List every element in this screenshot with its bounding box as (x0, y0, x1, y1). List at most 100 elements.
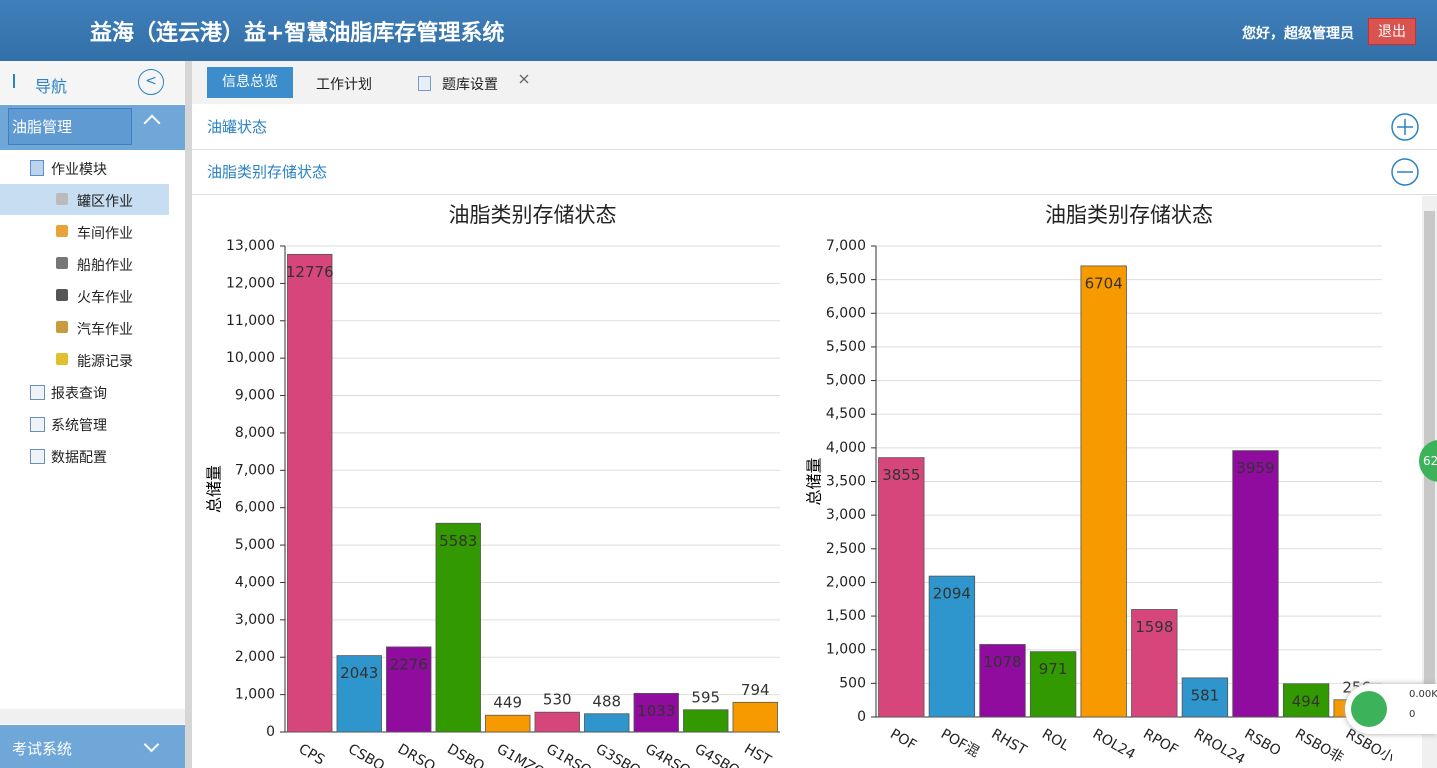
x-tick-label: ROL24 (1090, 726, 1138, 763)
tree-item[interactable]: 车间作业 (77, 226, 133, 242)
bar (732, 701, 778, 733)
x-tick-label: RPOF (1140, 726, 1180, 758)
data-label: 3855 (882, 466, 920, 484)
tab[interactable]: 题库设置 (442, 77, 498, 93)
panel-title[interactable]: 油脂类别存储状态 (207, 163, 328, 181)
x-tick-label: DRSO (395, 741, 438, 768)
tree-item[interactable]: 能源记录 (77, 354, 133, 370)
x-tick-label: RHST (989, 726, 1030, 759)
y-tick-label: 5,000 (826, 373, 866, 389)
x-tick-label: G3SBO (593, 741, 643, 768)
wifi-icon (1351, 691, 1387, 727)
tree-item[interactable]: 作业模块 (51, 162, 107, 178)
y-tick-label: 2,000 (826, 574, 866, 590)
expand-button[interactable] (1390, 112, 1420, 142)
tree-icon (56, 353, 68, 365)
tab[interactable]: 工作计划 (316, 77, 372, 93)
panel-title[interactable]: 油罐状态 (207, 118, 268, 136)
y-tick-label: 0 (857, 709, 866, 725)
splitter (185, 61, 192, 768)
app-title: 益海（连云港）益+智慧油脂库存管理系统 (90, 21, 505, 46)
greeting: 您好，超级管理员 (1242, 26, 1354, 42)
bar (1131, 609, 1178, 718)
y-tick-label: 1,000 (235, 687, 275, 703)
collapse-button[interactable]: < (138, 69, 164, 95)
y-tick-label: 1,500 (826, 608, 866, 624)
tree-item[interactable]: 系统管理 (51, 418, 107, 434)
tab[interactable]: 信息总览 (207, 67, 293, 98)
data-label: 449 (493, 694, 522, 712)
h-scrollbar (0, 709, 185, 724)
data-label: 1033 (637, 702, 675, 720)
tab-close[interactable] (518, 73, 530, 85)
data-label: 494 (1292, 692, 1321, 710)
collapse-button[interactable] (1390, 157, 1420, 187)
x-tick-label: G1RSO (543, 741, 594, 768)
x-tick-label: RSBO非 (1292, 726, 1346, 766)
data-label: 3959 (1236, 459, 1274, 477)
y-tick-label: 1,000 (826, 642, 866, 658)
tree-icon (30, 385, 45, 400)
bar (1080, 265, 1127, 718)
y-tick-label: 4,500 (826, 406, 866, 422)
y-tick-label: 3,000 (826, 507, 866, 523)
tree-item[interactable]: 报表查询 (51, 386, 107, 402)
tree-item[interactable]: 船舶作业 (77, 258, 133, 274)
x-tick-label: CSBO (345, 741, 387, 768)
data-label: 2094 (933, 585, 971, 603)
tree-item[interactable]: 汽车作业 (77, 322, 133, 338)
tree-item[interactable]: 火车作业 (77, 290, 133, 306)
y-tick-label: 10,000 (226, 350, 275, 366)
footer-title[interactable]: 考试系统 (12, 740, 73, 758)
selected-row (0, 184, 169, 215)
tab-bar: 信息总览 工作计划 题库设置 (192, 61, 1437, 104)
bar (435, 522, 481, 733)
x-tick-label: POF (887, 726, 919, 754)
x-tick-label: CPS (296, 741, 328, 768)
tree-icon (56, 193, 68, 205)
y-tick-label: 4,000 (826, 440, 866, 456)
bar (534, 711, 580, 733)
speed: 0.00K (1409, 689, 1437, 700)
x-tick-label: HST (741, 741, 774, 768)
tab-icon (418, 76, 431, 91)
y-tick-label: 4,000 (235, 574, 275, 590)
y-tick-label: 500 (839, 675, 866, 691)
network-widget: 0.00K 0 (1345, 684, 1437, 734)
bar (683, 709, 729, 733)
tree-item[interactable]: 数据配置 (51, 450, 107, 466)
x-tick-label: G1MZO (494, 741, 547, 768)
data-label: 2043 (340, 664, 378, 682)
bar (878, 457, 925, 718)
y-tick-label: 6,000 (826, 305, 866, 321)
bar (1181, 677, 1229, 718)
nav-icon (13, 74, 29, 88)
footer-bar (0, 725, 185, 768)
count: 0 (1409, 709, 1416, 720)
tree-item[interactable]: 罐区作业 (77, 194, 133, 210)
data-label: 1078 (983, 653, 1021, 671)
section-title[interactable]: 油脂管理 (8, 108, 132, 145)
y-tick-label: 13,000 (226, 238, 275, 254)
logout-button[interactable]: 退出 (1368, 18, 1416, 45)
y-tick-label: 9,000 (235, 388, 275, 404)
nav-title: 导航 (35, 77, 68, 96)
bar (287, 253, 333, 733)
bar (928, 575, 976, 718)
y-tick-label: 2,000 (235, 649, 275, 665)
x-tick-label: G4SBO (692, 741, 742, 768)
y-tick-label: 5,000 (235, 537, 275, 553)
y-tick-label: 7,000 (826, 238, 866, 254)
bar (1282, 683, 1330, 718)
panel-header: 油罐状态 (192, 104, 1437, 150)
chart-title: 油脂类别存储状态 (1045, 203, 1213, 227)
y-tick-label: 3,000 (235, 612, 275, 628)
v-scrollbar (1422, 196, 1437, 768)
tree-icon (56, 321, 68, 333)
badge[interactable]: 62 (1419, 440, 1437, 482)
tree-icon (56, 257, 68, 269)
tree-icon (30, 417, 45, 432)
y-axis-label: 总储量 (205, 465, 224, 513)
bar (979, 644, 1026, 718)
